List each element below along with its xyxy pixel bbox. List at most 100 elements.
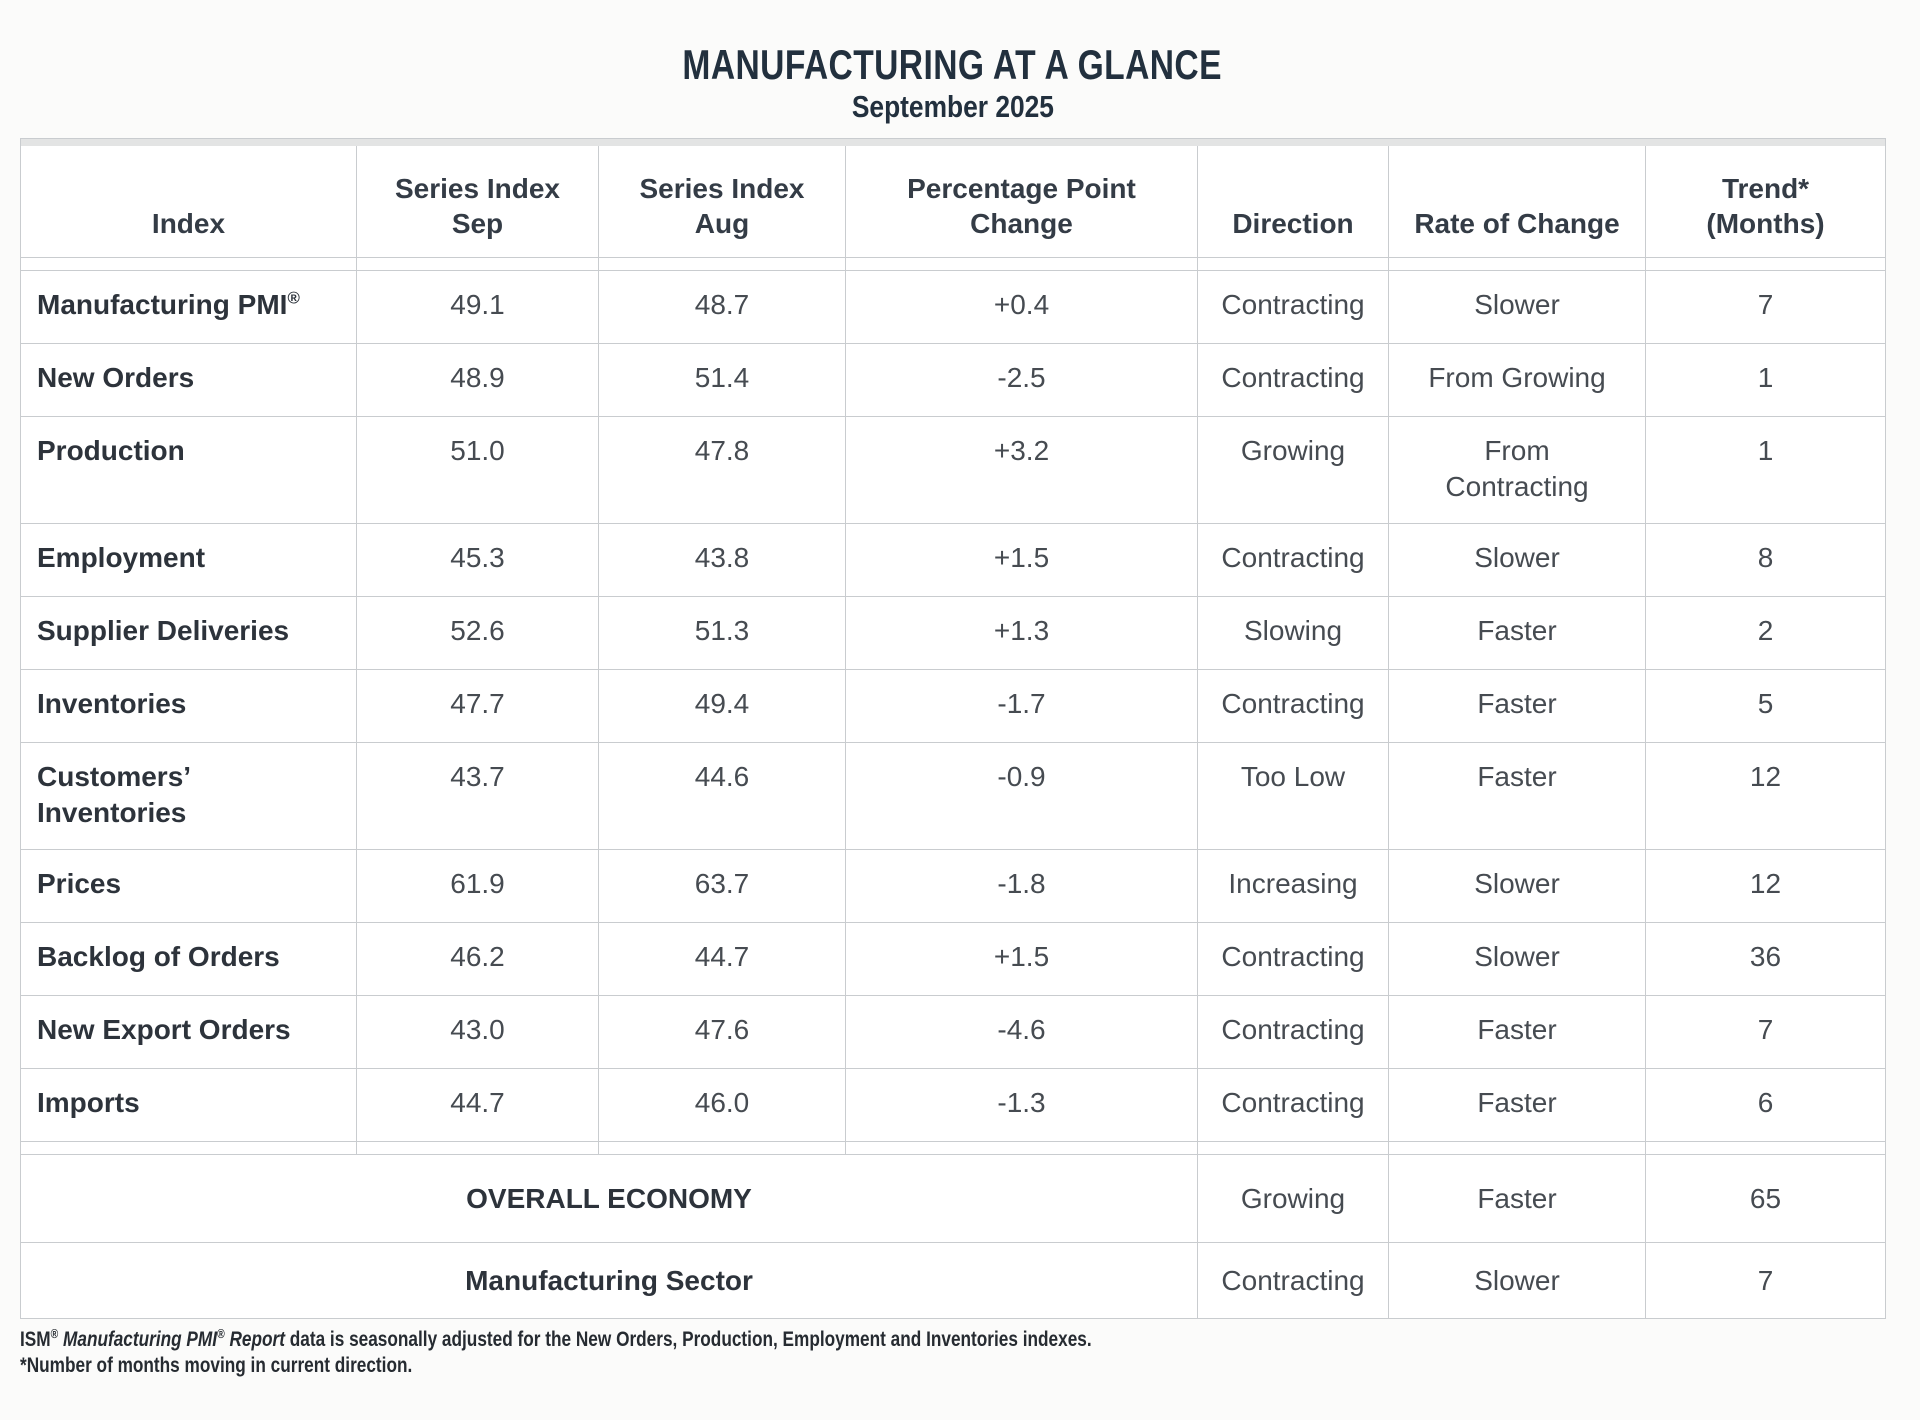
- cell-direction: Contracting: [1197, 343, 1389, 417]
- cell-change: -4.6: [845, 995, 1198, 1069]
- cell-change: +0.4: [845, 270, 1198, 344]
- col-header-series-aug: Series Index Aug: [598, 145, 846, 258]
- index-name: Production: [37, 435, 185, 466]
- cell-trend: 65: [1644, 1154, 1887, 1243]
- cell-aug: 44.6: [598, 742, 846, 850]
- cell-direction: Contracting: [1197, 270, 1389, 344]
- index-name: Employment: [37, 542, 206, 573]
- spacer-cell: [20, 1141, 357, 1155]
- cell-trend: 1: [1644, 416, 1887, 524]
- cell-direction: Too Low: [1197, 742, 1389, 850]
- cell-rate: Slower: [1388, 523, 1646, 597]
- cell-change: -1.7: [845, 669, 1198, 743]
- footnote-line-2: *Number of months moving in current dire…: [20, 1354, 413, 1377]
- cell-trend: 12: [1644, 742, 1887, 850]
- cell-direction: Contracting: [1197, 523, 1389, 597]
- cell-sep: 45.3: [356, 523, 599, 597]
- cell-index-name: Employment: [20, 523, 357, 597]
- cell-rate: Faster: [1388, 1154, 1646, 1243]
- cell-sep: 47.7: [356, 669, 599, 743]
- page-subtitle: September 2025: [851, 89, 1054, 124]
- cell-change: +1.5: [845, 922, 1198, 996]
- spacer-cell: [1644, 257, 1887, 271]
- spacer-row: [20, 1141, 1887, 1155]
- cell-sep: 52.6: [356, 596, 599, 670]
- cell-sep: 43.7: [356, 742, 599, 850]
- table-row: Manufacturing PMI® 49.1 48.7 +0.4 Contractin…: [20, 270, 1887, 344]
- spacer-cell: [1197, 1141, 1389, 1155]
- cell-change: -2.5: [845, 343, 1198, 417]
- cell-rate: Faster: [1388, 669, 1646, 743]
- summary-row: OVERALL ECONOMY Growing Faster 65: [20, 1154, 1887, 1243]
- spacer-cell: [1197, 257, 1389, 271]
- footnote: ISM® Manufacturing PMI® Report data is s…: [20, 1327, 1920, 1379]
- table-row: Employment 45.3 43.8 +1.5 Contracting Slower 8: [20, 523, 1887, 597]
- cell-trend: 36: [1644, 922, 1887, 996]
- cell-rate: Faster: [1388, 1068, 1646, 1142]
- index-name: Imports: [37, 1087, 140, 1118]
- cell-sep: 49.1: [356, 270, 599, 344]
- cell-aug: 46.0: [598, 1068, 846, 1142]
- table-row: New Export Orders 43.0 47.6 -4.6 Contracting…: [20, 995, 1887, 1069]
- cell-rate: Faster: [1388, 742, 1646, 850]
- cell-direction: Contracting: [1197, 995, 1389, 1069]
- cell-trend: 8: [1644, 523, 1887, 597]
- cell-rate: Slower: [1388, 270, 1646, 344]
- cell-trend: 7: [1644, 1242, 1887, 1319]
- table-top-band-row: [19, 138, 1887, 146]
- spacer-cell: [356, 1141, 599, 1155]
- cell-sep: 44.7: [356, 1068, 599, 1142]
- cell-rate: Slower: [1388, 1242, 1646, 1319]
- cell-direction: Contracting: [1197, 669, 1389, 743]
- spacer-cell: [1644, 1141, 1887, 1155]
- manufacturing-at-a-glance-table: Index Series Index Sep Series Index Aug …: [19, 138, 1887, 1319]
- cell-direction: Slowing: [1197, 596, 1389, 670]
- cell-index-name: New Orders: [20, 343, 357, 417]
- index-name: Manufacturing PMI: [37, 289, 288, 320]
- col-header-rate: Rate of Change: [1388, 145, 1646, 258]
- cell-sep: 46.2: [356, 922, 599, 996]
- cell-aug: 51.4: [598, 343, 846, 417]
- table-row: New Orders 48.9 51.4 -2.5 Contracting From Gr…: [20, 343, 1887, 417]
- cell-aug: 47.6: [598, 995, 846, 1069]
- cell-trend: 6: [1644, 1068, 1887, 1142]
- table-top-band: [19, 138, 1887, 146]
- cell-index-name: New Export Orders: [20, 995, 357, 1069]
- cell-aug: 47.8: [598, 416, 846, 524]
- cell-index-name: Production: [20, 416, 357, 524]
- col-header-series-sep: Series Index Sep: [356, 145, 599, 258]
- index-name: Customers’ Inventories: [37, 761, 192, 828]
- table-row: Backlog of Orders 46.2 44.7 +1.5 Contracting…: [20, 922, 1887, 996]
- cell-trend: 1: [1644, 343, 1887, 417]
- cell-index-name: Customers’ Inventories: [20, 742, 357, 850]
- cell-summary-label: OVERALL ECONOMY: [20, 1154, 1198, 1243]
- spacer-row: [20, 257, 1887, 271]
- cell-direction: Growing: [1197, 416, 1389, 524]
- cell-aug: 63.7: [598, 849, 846, 923]
- table-header-row: Index Series Index Sep Series Index Aug …: [20, 145, 1887, 258]
- cell-index-name: Prices: [20, 849, 357, 923]
- cell-aug: 48.7: [598, 270, 846, 344]
- cell-rate: From Contracting: [1388, 416, 1646, 524]
- cell-sep: 61.9: [356, 849, 599, 923]
- cell-aug: 49.4: [598, 669, 846, 743]
- spacer-cell: [845, 1141, 1198, 1155]
- cell-direction: Increasing: [1197, 849, 1389, 923]
- cell-aug: 44.7: [598, 922, 846, 996]
- spacer-cell: [20, 257, 357, 271]
- cell-aug: 43.8: [598, 523, 846, 597]
- col-header-pct-change: Percentage Point Change: [845, 145, 1198, 258]
- cell-trend: 2: [1644, 596, 1887, 670]
- table-row: Prices 61.9 63.7 -1.8 Increasing Slower 12: [20, 849, 1887, 923]
- cell-change: -1.8: [845, 849, 1198, 923]
- col-header-direction: Direction: [1197, 145, 1389, 258]
- table-body: Manufacturing PMI® 49.1 48.7 +0.4 Contractin…: [20, 257, 1887, 1319]
- cell-trend: 5: [1644, 669, 1887, 743]
- table-row: Production 51.0 47.8 +3.2 Growing From Contra…: [20, 416, 1887, 524]
- index-name: Prices: [37, 868, 122, 899]
- cell-direction: Growing: [1197, 1154, 1389, 1243]
- cell-trend: 7: [1644, 995, 1887, 1069]
- cell-sep: 48.9: [356, 343, 599, 417]
- page-title: MANUFACTURING AT A GLANCE: [682, 41, 1223, 88]
- cell-change: -1.3: [845, 1068, 1198, 1142]
